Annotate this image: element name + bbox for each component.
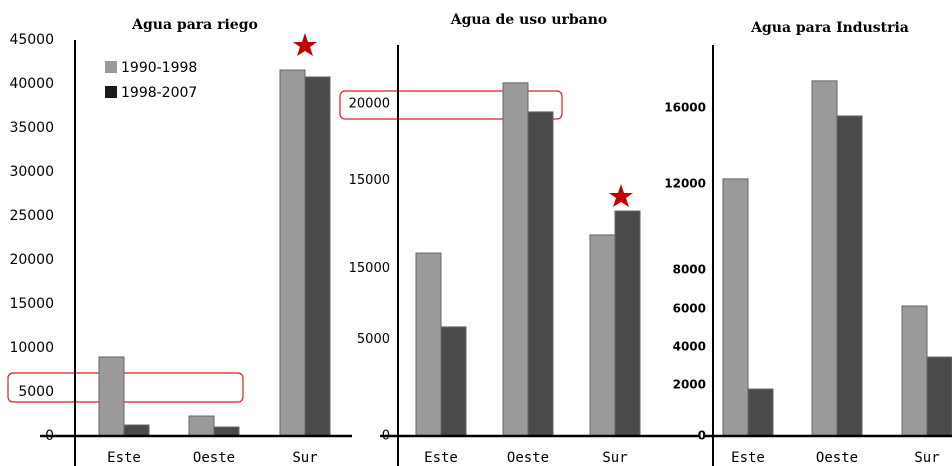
x-tick-label: Sur: [914, 450, 939, 466]
highlight-box: [339, 90, 563, 120]
y-tick-label: 12000: [664, 177, 706, 191]
star: [609, 184, 633, 207]
y-tick-label: 45000: [9, 32, 54, 48]
bar: [836, 115, 863, 437]
y-tick-label: 6000: [673, 301, 706, 315]
y-tick-label: 15000: [9, 296, 54, 312]
bar: [188, 415, 215, 437]
y-tick-label: 10000: [9, 340, 54, 356]
y-tick-label: 20000: [9, 252, 54, 268]
legend-swatch: [105, 86, 117, 98]
bar: [440, 326, 467, 437]
bar: [304, 76, 331, 437]
y-tick-label: 35000: [9, 120, 54, 136]
x-tick-label: Oeste: [507, 450, 549, 466]
legend-label: 1990-1998: [121, 60, 197, 76]
bar: [747, 388, 774, 437]
bar: [527, 111, 554, 437]
bar: [589, 234, 616, 437]
y-tick-label: 5000: [18, 384, 54, 400]
y-tick-label: 30000: [9, 164, 54, 180]
y-tick-label: 15000: [349, 261, 390, 276]
y-tick-label: 25000: [9, 208, 54, 224]
star: [293, 33, 317, 56]
x-tick-label: Este: [424, 450, 458, 466]
bar: [614, 210, 641, 437]
y-tick-label: 2000: [673, 377, 706, 391]
y-tick-label: 8000: [673, 262, 706, 276]
x-tick-label: Oeste: [193, 450, 235, 466]
highlight-box: [7, 372, 244, 403]
x-tick-label: Sur: [602, 450, 627, 466]
y-tick-label: 20000: [349, 96, 390, 111]
bar: [98, 356, 125, 437]
x-tick-label: Este: [731, 450, 765, 466]
bar: [213, 426, 240, 437]
bar: [901, 305, 928, 437]
bar: [811, 80, 838, 437]
y-tick-label: 40000: [9, 76, 54, 92]
chart-title: Agua para riego: [131, 17, 258, 33]
bar: [722, 178, 749, 437]
chart-title: Agua de uso urbano: [450, 12, 608, 28]
x-tick-label: Oeste: [816, 450, 858, 466]
x-tick-label: Este: [107, 450, 141, 466]
legend-label: 1998-2007: [121, 85, 197, 101]
bar: [415, 252, 442, 437]
bar: [502, 82, 529, 437]
chart-title: Agua para Industria: [750, 20, 909, 36]
y-tick-label: 16000: [664, 100, 706, 114]
bar: [926, 356, 952, 437]
bar: [279, 69, 306, 437]
x-tick-label: Sur: [292, 450, 317, 466]
y-tick-label: 15000: [349, 173, 390, 188]
y-tick-label: 4000: [673, 340, 706, 354]
bar: [123, 424, 150, 437]
y-tick-label: 0: [698, 429, 706, 443]
legend-swatch: [105, 61, 117, 73]
y-tick-label: 5000: [357, 332, 390, 347]
